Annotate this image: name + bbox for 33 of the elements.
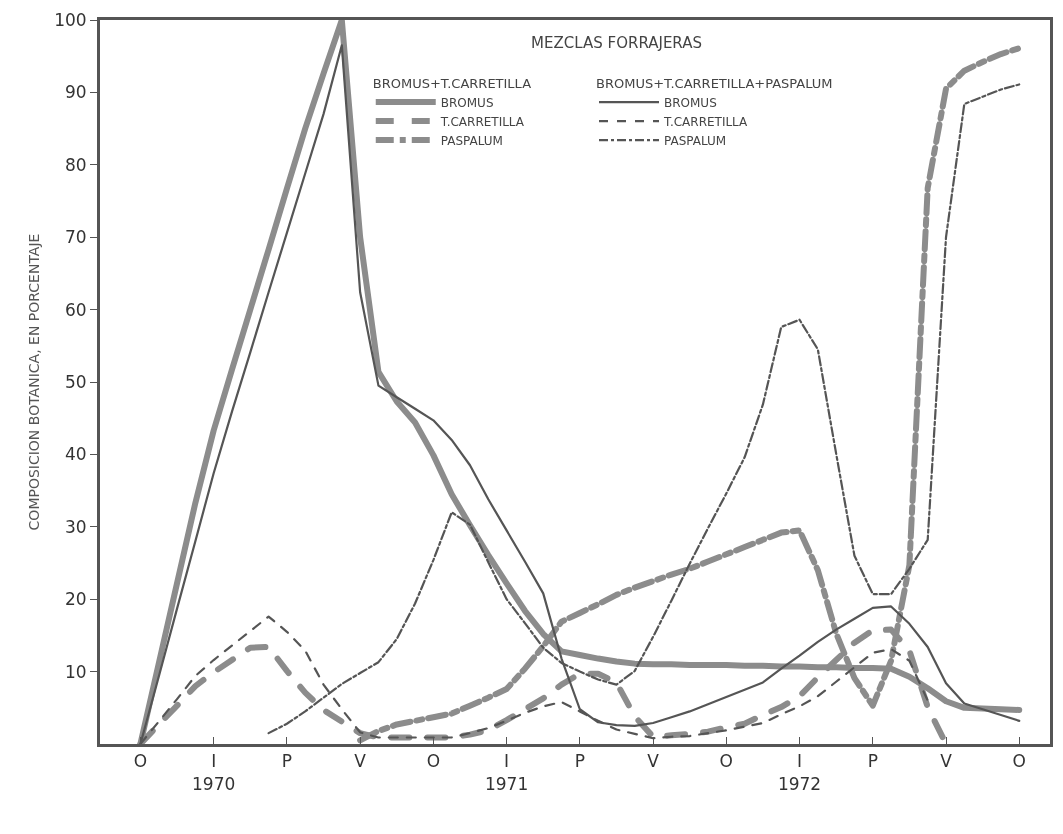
x-tick-label: I 1971 bbox=[484, 751, 529, 794]
y-axis-title: COMPOSICION BOTANICA, EN PORCENTAJE bbox=[25, 233, 42, 531]
x-tick-label: P bbox=[574, 751, 585, 772]
x-tick-label: I 1970 bbox=[192, 751, 236, 794]
x-tick-label: V bbox=[354, 751, 367, 772]
y-tick-label: 80 bbox=[64, 154, 87, 175]
legend-label: T.CARRETILLA bbox=[439, 114, 525, 129]
x-tick-label: P bbox=[867, 751, 878, 772]
legend-label: PASPALUM bbox=[440, 133, 503, 148]
y-tick-label: 70 bbox=[64, 227, 87, 248]
x-tick-label: O bbox=[1012, 751, 1026, 772]
x-tick-label: V bbox=[940, 751, 953, 772]
y-tick-label: 100 bbox=[54, 9, 87, 30]
x-tick-label: V bbox=[647, 751, 660, 772]
x-tick-label: O bbox=[133, 751, 148, 772]
legend-label: BROMUS bbox=[664, 95, 717, 110]
y-tick-label: 40 bbox=[64, 444, 87, 465]
y-tick-label: 20 bbox=[64, 589, 87, 610]
y-tick-label: 90 bbox=[64, 82, 87, 103]
text: MEZCLAS FORRAJERAS bbox=[531, 34, 702, 53]
y-tick-label: 50 bbox=[64, 371, 87, 392]
legend-label: T.CARRETILLA bbox=[663, 114, 749, 129]
legend-label: BROMUS bbox=[440, 95, 494, 110]
x-tick-label: I 1972 bbox=[777, 751, 822, 794]
x-tick-label: O bbox=[719, 751, 733, 772]
y-tick-label: 10 bbox=[64, 661, 87, 682]
x-tick-label: O bbox=[426, 751, 441, 772]
x-tick-label: P bbox=[281, 751, 293, 772]
y-tick-label: 30 bbox=[64, 516, 87, 537]
legend-label: PASPALUM bbox=[664, 133, 727, 148]
text: BROMUS+T.CARRETILLA bbox=[372, 75, 532, 91]
y-tick-label: 60 bbox=[64, 299, 87, 320]
text: BROMUS+T.CARRETILLA+PASPALUM bbox=[596, 75, 833, 91]
